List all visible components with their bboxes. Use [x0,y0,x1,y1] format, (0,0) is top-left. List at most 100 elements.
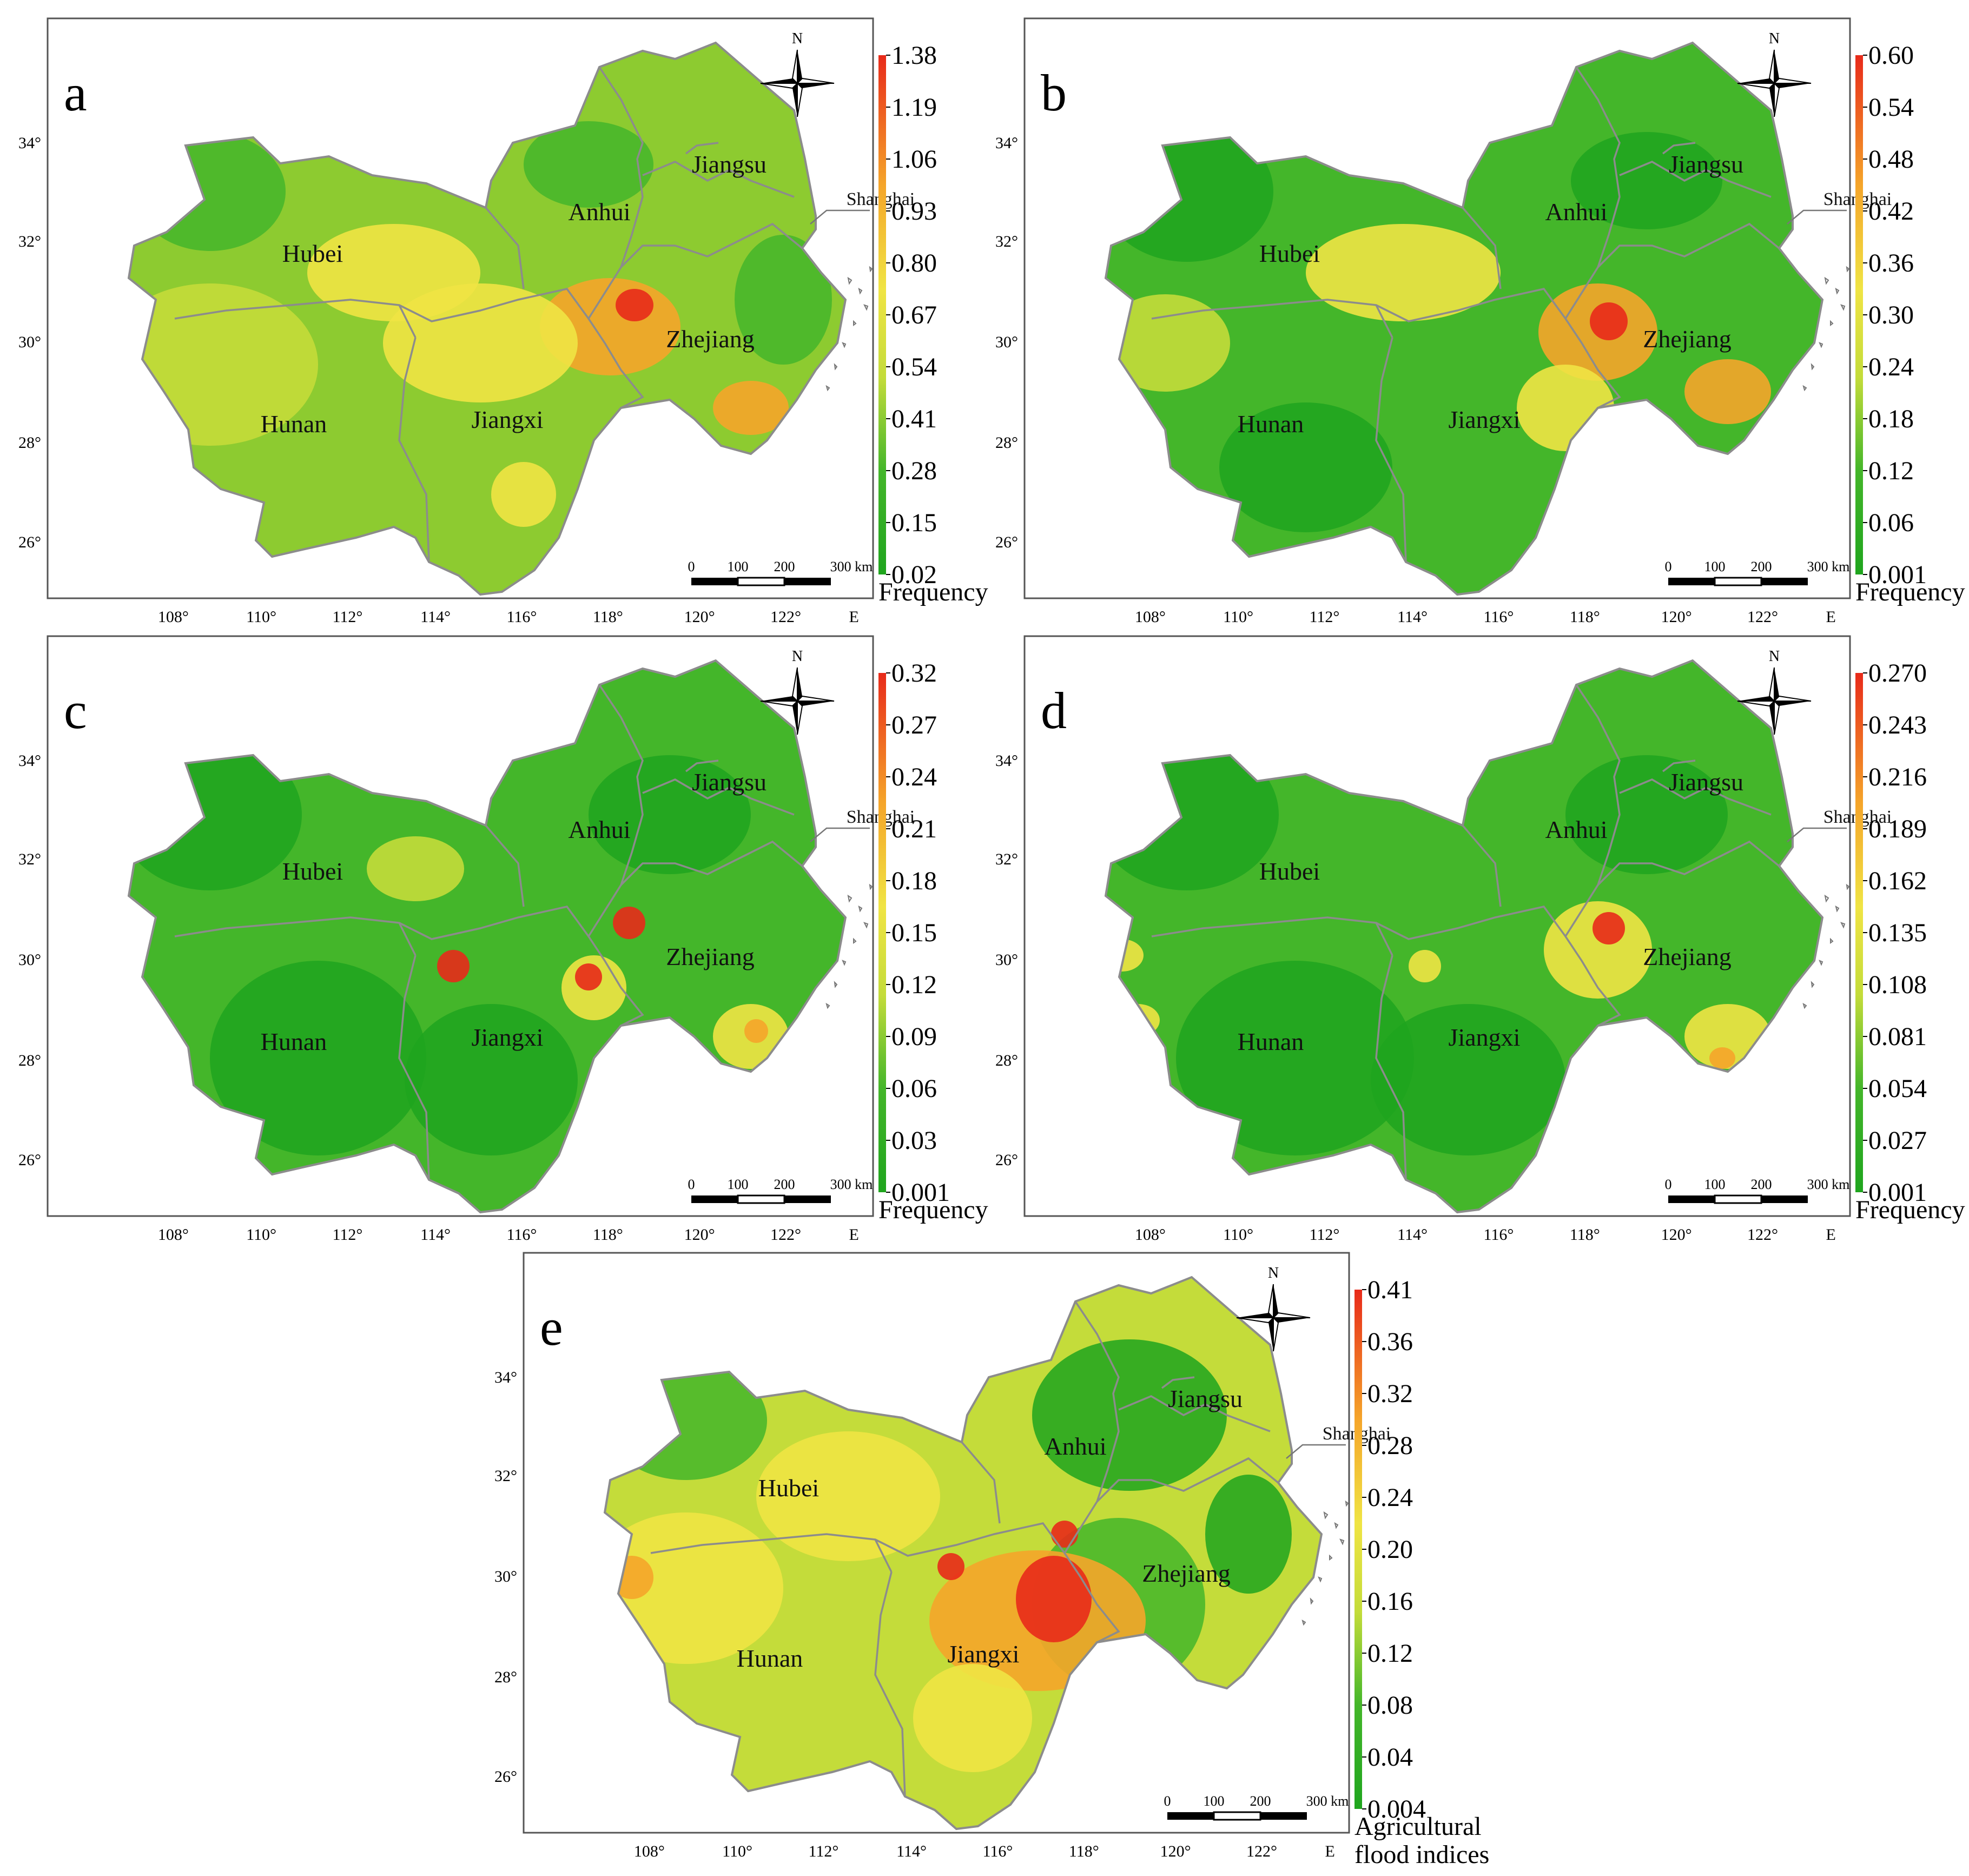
province-label-zhejiang: Zhejiang [1643,943,1732,970]
legend-tick-label: 0.108 [1868,970,1927,999]
legend-tick-label: 0.09 [891,1022,937,1051]
longitude-unit: E [1826,608,1836,626]
scale-label: 0 [688,559,695,574]
scale-label: 0 [1665,559,1672,574]
province-label-hubei: Hubei [282,240,343,267]
legend-tick-label: 1.19 [891,93,937,122]
legend-tick-label: 0.18 [891,867,937,895]
longitude-label: 116° [507,1226,537,1244]
longitude-label: 122° [1747,608,1778,626]
legend-tick-label: 0.081 [1868,1022,1927,1051]
longitude-label: 110° [246,608,276,626]
legend-tick-label: 0.32 [1367,1379,1413,1408]
legend-tick-label: 0.15 [891,508,937,537]
province-label-jiangxi: Jiangxi [472,1023,544,1051]
scale-bar: 0 100 200 300 km [1164,1793,1349,1821]
legend-tick-label: 1.06 [891,145,937,174]
legend-tick-label: 0.135 [1868,919,1927,947]
longitude-label: 108° [1135,1226,1166,1244]
longitude-label: 112° [808,1842,838,1860]
latitude-label: 32° [494,1467,517,1485]
scale-label: 300 km [830,559,873,574]
province-label-anhui: Anhui [1045,1432,1107,1460]
latitude-label: 34° [18,134,41,152]
map-panel-e: HubeiAnhuiJiangsuShanghaiZhejiangHunanJi… [494,1252,1489,1869]
shanghai-leader-line [810,209,870,224]
longitude-label: 114° [896,1842,927,1860]
panel-letter: a [64,64,87,122]
longitude-label: 114° [1397,608,1428,626]
legend-tick-label: 0.15 [891,919,937,947]
shanghai-leader-line [810,827,870,842]
longitude-unit: E [849,1226,859,1244]
legend-tick-label: 0.243 [1868,711,1927,739]
legend-tick-label: 0.001 [1868,1178,1927,1207]
province-label-hunan: Hunan [261,1028,327,1055]
color-ramp [1855,673,1863,1192]
longitude-label: 118° [1069,1842,1099,1860]
legend-tick-label: 0.54 [1868,93,1914,122]
panel-letter: b [1041,64,1067,122]
legend-tick-label: 0.28 [891,457,937,485]
legend-tick-label: 0.12 [1868,457,1914,485]
scale-label: 100 [728,559,749,574]
province-label-jiangsu: Jiangsu [1168,1385,1243,1412]
longitude-label: 120° [684,1226,715,1244]
color-ramp [878,55,886,574]
latitude-label: 30° [18,333,41,351]
province-label-hubei: Hubei [758,1474,819,1502]
longitude-label: 116° [1484,1226,1514,1244]
province-label-hunan: Hunan [261,410,327,438]
longitude-label: 120° [1160,1842,1191,1860]
legend-tick-label: 0.04 [1367,1743,1413,1772]
legend-tick-label: 0.004 [1367,1795,1426,1824]
scale-label: 300 km [1306,1793,1349,1809]
latitude-label: 26° [995,533,1018,551]
latitude-label: 32° [995,850,1018,868]
province-label-hubei: Hubei [282,857,343,885]
longitude-label: 122° [1747,1226,1778,1244]
panel-letter: c [64,682,87,739]
longitude-label: 112° [332,1226,362,1244]
legend-title: Frequency [1855,578,1965,606]
latitude-label: 34° [494,1369,517,1386]
legend-tick-label: 1.38 [891,41,937,70]
province-label-anhui: Anhui [1545,198,1608,226]
scale-label: 0 [688,1177,695,1192]
shanghai-leader-line [1787,209,1847,224]
legend-title: Frequency [878,1195,988,1224]
longitude-label: 118° [593,1226,623,1244]
latitude-label: 28° [18,1052,41,1069]
longitude-label: 116° [1484,608,1514,626]
legend-title: Frequency [878,578,988,606]
scale-label: 200 [774,1177,795,1192]
province-label-zhejiang: Zhejiang [1142,1560,1231,1587]
latitude-label: 28° [995,434,1018,452]
legend-tick-label: 0.36 [1868,249,1914,278]
panel-letter: e [540,1298,563,1356]
legend-tick-label: 0.60 [1868,41,1914,70]
latitude-label: 28° [494,1668,517,1686]
legend-title: Agricultural [1354,1812,1482,1841]
latitude-label: 28° [18,434,41,452]
color-legend: 0.270 0.243 0.216 0.189 0.162 0.135 0.108 0.081… [1855,659,1965,1224]
legend-tick-label: 0.24 [1367,1483,1413,1512]
province-label-hunan: Hunan [1238,410,1304,438]
province-label-jiangxi: Jiangxi [472,406,544,433]
legend-tick-label: 0.80 [891,249,937,278]
legend-tick-label: 0.18 [1868,405,1914,433]
shanghai-leader-line [1286,1444,1346,1459]
longitude-label: 114° [420,608,451,626]
longitude-label: 108° [634,1842,665,1860]
longitude-label: 112° [1309,1226,1339,1244]
longitude-label: 116° [507,608,537,626]
legend-tick-label: 0.42 [1868,197,1914,226]
scale-bar: 0 100 200 300 km [688,559,873,586]
longitude-label: 118° [1570,1226,1600,1244]
latitude-label: 30° [995,333,1018,351]
province-label-hubei: Hubei [1259,857,1320,885]
legend-tick-label: 0.27 [891,711,937,739]
latitude-label: 30° [494,1568,517,1586]
latitude-label: 32° [18,850,41,868]
province-label-anhui: Anhui [1545,816,1608,843]
